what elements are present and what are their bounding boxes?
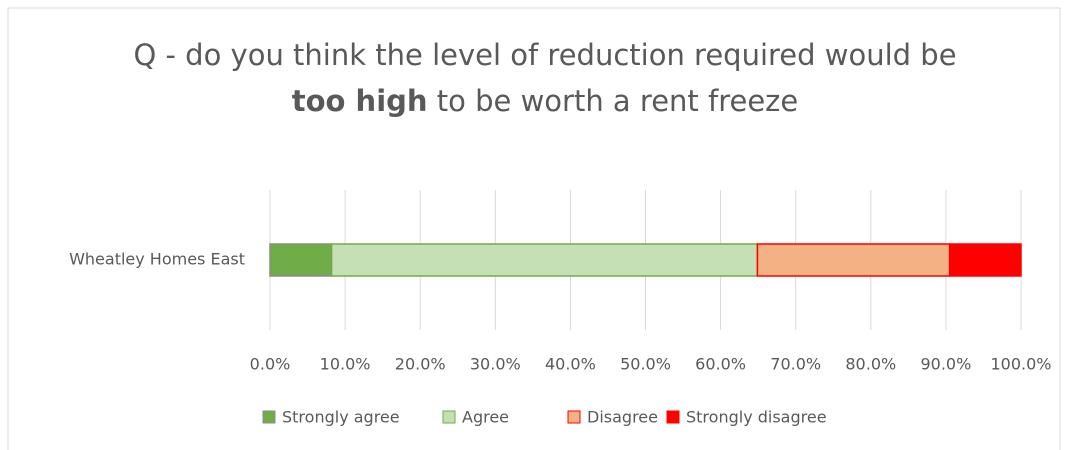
title-rest	[428, 84, 437, 118]
title-rest: to be worth a rent freeze	[437, 84, 798, 118]
x-tick-label: 90.0%	[920, 355, 971, 374]
legend-label: Agree	[462, 408, 509, 427]
chart-title: Q - do you think the level of reduction …	[133, 38, 956, 72]
bar-segment	[330, 243, 759, 277]
x-tick-label: 80.0%	[845, 355, 896, 374]
x-tick-label: 70.0%	[770, 355, 821, 374]
legend-label: Disagree	[587, 408, 658, 427]
chart-title: too high to be worth a rent freeze	[292, 84, 799, 118]
legend-label: Strongly agree	[282, 408, 400, 427]
x-tick-label: 60.0%	[695, 355, 746, 374]
x-tick-label: 30.0%	[470, 355, 521, 374]
x-tick-label: 50.0%	[620, 355, 671, 374]
legend-label: Strongly disagree	[686, 408, 827, 427]
legend-swatch	[262, 410, 276, 424]
x-tick-label: 100.0%	[990, 355, 1051, 374]
title-bold: too high	[292, 84, 428, 118]
x-tick-label: 10.0%	[320, 355, 371, 374]
bar-segment	[756, 243, 951, 277]
legend-swatch	[442, 410, 456, 424]
y-tick-label: Wheatley Homes East	[69, 250, 245, 269]
x-tick-label: 0.0%	[250, 355, 291, 374]
x-tick-label: 20.0%	[395, 355, 446, 374]
bar-segment	[948, 243, 1022, 277]
chart-frame	[7, 7, 1061, 450]
legend-swatch	[567, 410, 581, 424]
x-tick-label: 40.0%	[545, 355, 596, 374]
legend-swatch	[666, 410, 680, 424]
bar-segment	[269, 243, 333, 277]
